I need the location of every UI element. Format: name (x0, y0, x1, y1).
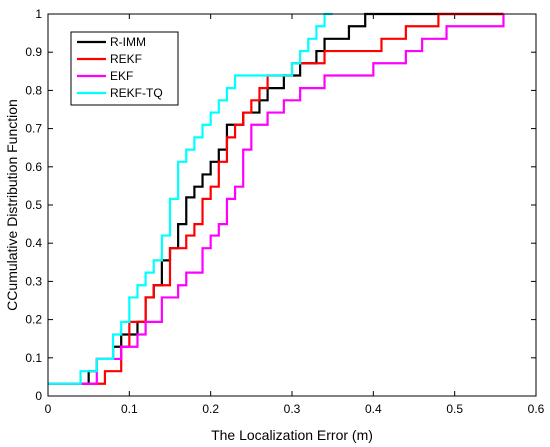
x-tick-label: 0.1 (121, 402, 138, 416)
plot-area-frame (47, 13, 537, 397)
y-tick-label: 0.8 (25, 83, 42, 97)
x-tick-label: 0.3 (284, 402, 301, 416)
legend-label: R-IMM (110, 35, 146, 49)
x-tick-labels: 0 0.1 0.2 0.3 0.4 0.5 0.6 (45, 402, 545, 416)
legend-label: REKF-TQ (110, 86, 163, 100)
legend-label: REKF (110, 52, 142, 66)
y-tick-label: 0.4 (25, 236, 42, 250)
y-axis-label: CCumulative Distribution Function (4, 99, 20, 311)
y-tick-label: 0.7 (25, 122, 42, 136)
y-tick-label: 0.2 (25, 313, 42, 327)
y-tick-label: 0.6 (25, 160, 42, 174)
y-tick-label: 1 (35, 7, 42, 21)
legend-label: EKF (110, 69, 133, 83)
y-tick-label: 0.1 (25, 351, 42, 365)
series-line-r-imm (48, 12, 504, 385)
y-tick-label: 0.9 (25, 45, 42, 59)
x-tick-label: 0.4 (365, 402, 382, 416)
x-tick-label: 0.5 (446, 402, 463, 416)
y-tick-label: 0 (35, 389, 42, 403)
x-tick-label: 0.2 (202, 402, 219, 416)
legend: R-IMM REKF EKF REKF-TQ (70, 31, 179, 106)
y-tick-labels: 0 0.1 0.2 0.3 0.4 0.5 0.6 0.7 0.8 0.9 1 (25, 7, 42, 403)
x-tick-label: 0 (45, 402, 52, 416)
series-lines (48, 12, 505, 385)
series-line-rekf (48, 12, 504, 385)
x-axis-label: The Localization Error (m) (211, 427, 373, 443)
series-line-ekf (48, 14, 505, 385)
y-tick-label: 0.5 (25, 198, 42, 212)
x-tick-label: 0.6 (528, 402, 545, 416)
series-line-rekf-tq (48, 12, 333, 385)
y-tick-label: 0.3 (25, 274, 42, 288)
